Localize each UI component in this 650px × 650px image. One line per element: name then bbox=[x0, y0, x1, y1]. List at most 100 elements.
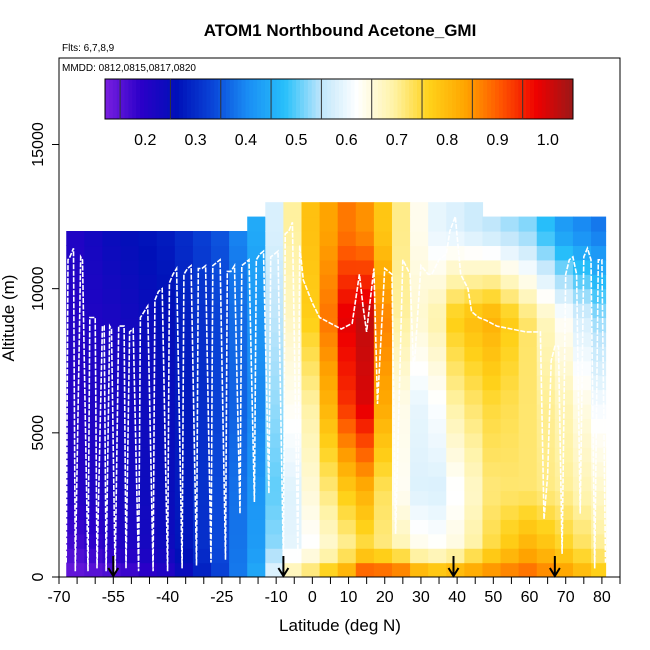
heatmap-cell bbox=[174, 548, 194, 564]
heatmap-cell bbox=[247, 231, 266, 247]
heatmap-cell bbox=[373, 259, 393, 275]
colorbar-segment bbox=[136, 79, 141, 119]
heatmap-cell bbox=[554, 216, 574, 232]
heatmap-cell bbox=[283, 533, 303, 549]
heatmap-cell bbox=[192, 303, 212, 319]
colorbar-segment bbox=[381, 79, 387, 119]
colorbar-segment bbox=[245, 79, 250, 119]
heatmap-cell bbox=[192, 346, 212, 362]
heatmap-cell bbox=[229, 375, 248, 391]
heatmap-cell bbox=[66, 389, 85, 405]
heatmap-cell bbox=[428, 331, 447, 347]
colorbar-segment bbox=[534, 79, 539, 119]
colorbar-tick-label: 0.8 bbox=[436, 132, 458, 149]
heatmap-cell bbox=[301, 216, 321, 232]
heatmap-cell bbox=[536, 288, 556, 304]
heatmap-cell bbox=[229, 360, 248, 376]
heatmap-cell bbox=[84, 231, 104, 247]
heatmap-cell bbox=[391, 418, 411, 434]
heatmap-cell bbox=[120, 303, 140, 319]
heatmap-cell bbox=[428, 504, 447, 520]
heatmap-cell bbox=[211, 389, 230, 405]
heatmap-cell bbox=[373, 548, 393, 564]
heatmap-cell bbox=[138, 533, 158, 549]
heatmap-cell bbox=[84, 274, 104, 290]
heatmap-cell bbox=[102, 562, 122, 577]
colorbar-segment bbox=[358, 79, 363, 119]
heatmap-cell bbox=[500, 360, 520, 376]
heatmap-cell bbox=[319, 533, 339, 549]
heatmap-cell bbox=[373, 231, 393, 247]
heatmap-cell bbox=[229, 245, 248, 261]
heatmap-cell bbox=[536, 231, 556, 247]
heatmap-cell bbox=[66, 288, 85, 304]
heatmap-cell bbox=[572, 476, 592, 492]
heatmap-cell bbox=[174, 504, 194, 520]
colorbar-tick-label: 0.4 bbox=[235, 132, 257, 149]
heatmap-cell bbox=[211, 432, 230, 448]
heatmap-cell bbox=[518, 231, 538, 247]
colorbar-segment bbox=[147, 79, 153, 119]
colorbar-segment bbox=[140, 79, 145, 119]
heatmap-cell bbox=[500, 346, 520, 362]
colorbar-segment bbox=[186, 79, 192, 119]
heatmap-cell bbox=[337, 231, 357, 247]
heatmap-cell bbox=[138, 461, 158, 477]
heatmap-cell bbox=[464, 375, 484, 391]
heatmap-cell bbox=[192, 375, 212, 391]
heatmap-cell bbox=[66, 231, 85, 247]
heatmap-cell bbox=[319, 432, 339, 448]
heatmap-cell bbox=[410, 231, 429, 247]
heatmap-cell bbox=[446, 259, 465, 275]
heatmap-cell bbox=[446, 360, 465, 376]
heatmap-cell bbox=[301, 562, 321, 577]
heatmap-cell bbox=[355, 476, 375, 492]
heatmap-cell bbox=[211, 504, 230, 520]
colorbar-segment bbox=[526, 79, 531, 119]
heatmap-cell bbox=[337, 404, 357, 420]
colorbar-segment bbox=[171, 79, 176, 119]
heatmap-cell bbox=[192, 476, 212, 492]
heatmap-cell bbox=[102, 274, 122, 290]
heatmap-cell bbox=[554, 548, 574, 564]
heatmap-cell bbox=[518, 288, 538, 304]
heatmap-cell bbox=[265, 274, 284, 290]
colorbar-segment bbox=[342, 79, 348, 119]
colorbar-segment bbox=[491, 79, 496, 119]
heatmap-cell bbox=[337, 476, 357, 492]
heatmap-cell bbox=[319, 231, 339, 247]
heatmap-cell bbox=[446, 202, 465, 218]
heatmap-cell bbox=[428, 317, 447, 333]
heatmap-cell bbox=[446, 490, 465, 506]
heatmap-cell bbox=[283, 303, 303, 319]
heatmap-cell bbox=[211, 245, 230, 261]
x-axis-label: Latitude (deg N) bbox=[279, 616, 401, 635]
heatmap-cell bbox=[156, 418, 176, 434]
heatmap-cell bbox=[211, 533, 230, 549]
heatmap-cell bbox=[500, 418, 520, 434]
heatmap-cell bbox=[319, 245, 339, 261]
heatmap-cell bbox=[156, 519, 176, 535]
heatmap-cell bbox=[410, 331, 429, 347]
heatmap-cell bbox=[138, 490, 158, 506]
heatmap-cell bbox=[138, 476, 158, 492]
colorbar-segment bbox=[397, 79, 402, 119]
colorbar-segment bbox=[522, 79, 527, 119]
heatmap-cell bbox=[355, 461, 375, 477]
heatmap-cell bbox=[66, 461, 85, 477]
heatmap-cell bbox=[446, 389, 465, 405]
heatmap-cell bbox=[247, 346, 266, 362]
heatmap-cell bbox=[211, 231, 230, 247]
heatmap-cell bbox=[518, 389, 538, 405]
heatmap-cell bbox=[373, 519, 393, 535]
heatmap-cell bbox=[536, 259, 556, 275]
heatmap-cell bbox=[138, 548, 158, 564]
colorbar-segment bbox=[428, 79, 434, 119]
heatmap-cell bbox=[319, 548, 339, 564]
heatmap-cell bbox=[500, 231, 520, 247]
heatmap-cell bbox=[283, 346, 303, 362]
heatmap-cell bbox=[192, 360, 212, 376]
colorbar-segment bbox=[151, 79, 157, 119]
heatmap-cell bbox=[301, 476, 321, 492]
heatmap-cell bbox=[500, 331, 520, 347]
